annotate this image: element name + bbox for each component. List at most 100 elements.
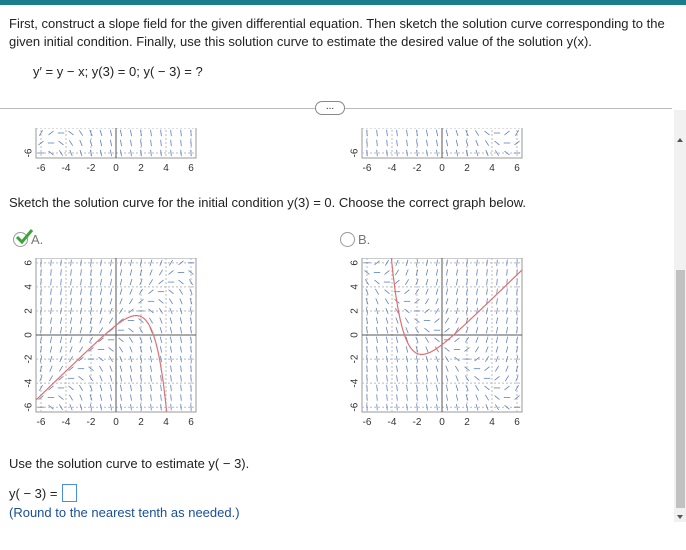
slope-segment	[59, 355, 63, 363]
slope-segment	[445, 375, 449, 382]
slope-segment	[180, 403, 182, 411]
slope-segment	[40, 336, 42, 344]
slope-segment	[129, 355, 133, 363]
slope-segment	[119, 129, 123, 137]
slope-segment	[506, 288, 508, 295]
slope-segment	[90, 259, 92, 267]
slope-segment	[190, 149, 192, 157]
slope-segment	[140, 110, 141, 116]
slope-segment	[375, 317, 379, 324]
slope-segment	[494, 375, 500, 381]
slope-segment	[374, 279, 380, 285]
slope-segment	[89, 327, 93, 334]
slope-segment	[130, 139, 132, 147]
answer-input[interactable]	[62, 484, 77, 502]
slope-segment	[465, 129, 469, 137]
slope-segment	[424, 327, 430, 333]
scrollbar-thumb[interactable]	[676, 270, 685, 508]
slope-segment	[50, 307, 52, 315]
slope-segment	[119, 307, 123, 314]
slope-segment	[415, 336, 419, 343]
slope-segment	[140, 139, 142, 147]
slope-segment	[504, 130, 510, 136]
slope-segment	[48, 385, 54, 391]
slope-segment	[405, 346, 409, 353]
slope-segment	[376, 384, 378, 392]
slope-segment	[415, 269, 419, 276]
slope-segment	[100, 259, 102, 267]
slope-segment	[475, 149, 479, 157]
y-tick-label: 6	[350, 260, 361, 266]
slope-segment	[150, 394, 152, 401]
slope-segment	[485, 346, 489, 353]
x-tick-label: 6	[514, 163, 520, 174]
slope-segment	[189, 279, 193, 286]
slope-segment	[385, 307, 389, 315]
slope-segment	[68, 130, 74, 136]
slope-segment	[90, 269, 92, 276]
graphs: -6 -4 -2 0 2 4 6-6-6 -4 -2 0 2 4 6-6-6 -4 -2 0 2 4 66420-2…	[24, 110, 523, 428]
slope-segment	[506, 259, 508, 267]
slope-segment	[495, 110, 498, 115]
slope-segment	[59, 365, 63, 372]
option-label[interactable]: B.	[358, 232, 371, 247]
slope-segment	[170, 403, 172, 411]
y-tick-label: 4	[350, 284, 361, 290]
slope-segment	[395, 327, 399, 334]
slope-segment	[161, 110, 162, 116]
slope-segment	[79, 384, 83, 391]
slope-segment	[377, 120, 378, 126]
slope-segment	[69, 336, 73, 343]
slope-segment	[100, 269, 102, 276]
x-tick-label: 0	[439, 163, 445, 174]
slope-segment	[171, 110, 172, 116]
slope-segment	[376, 129, 378, 137]
option-label[interactable]: A.	[31, 232, 44, 247]
slope-segment	[58, 395, 64, 400]
slope-segment	[446, 149, 448, 157]
slope-segment	[99, 327, 103, 334]
slope-segment	[426, 120, 427, 126]
x-tick-label: 0	[113, 417, 119, 428]
slope-segment	[495, 365, 499, 372]
slope-segment	[109, 356, 113, 363]
slope-segment	[445, 384, 449, 392]
slope-segment	[436, 394, 438, 401]
more-button[interactable]: ...	[315, 101, 345, 115]
slope-segment	[446, 120, 448, 126]
y-tick-label: -4	[350, 378, 361, 387]
x-tick-label: -4	[388, 417, 397, 428]
scroll-up[interactable]	[674, 135, 686, 145]
slope-segment	[130, 149, 132, 157]
slope-segment	[367, 120, 368, 126]
slope-segment	[70, 278, 72, 286]
slope-segment	[100, 120, 102, 126]
slope-segment	[149, 336, 153, 343]
slope-segment	[434, 337, 440, 343]
slope-segment	[436, 403, 438, 411]
slope-segment	[415, 278, 419, 286]
slope-segment	[80, 288, 82, 295]
slope-segment	[128, 308, 134, 314]
slope-segment	[436, 120, 438, 126]
slope-segment	[516, 288, 518, 295]
slope-segment	[425, 346, 429, 353]
x-tick-label: -2	[413, 163, 422, 174]
radio[interactable]	[340, 232, 355, 247]
scroll-down[interactable]	[674, 512, 686, 522]
slope-segment	[475, 384, 479, 391]
slope-segment	[110, 269, 112, 276]
radio[interactable]	[13, 232, 28, 247]
slope-segment	[68, 366, 74, 372]
slope-segment	[139, 355, 143, 363]
slope-segment	[110, 120, 112, 126]
slope-segment	[425, 269, 429, 276]
slope-segment	[148, 289, 154, 295]
slope-segment	[70, 259, 72, 267]
slope-segment	[160, 375, 162, 382]
slope-segment	[109, 394, 113, 401]
slope-segment	[79, 317, 83, 324]
graph	[361, 258, 523, 413]
slope-segment	[435, 365, 439, 372]
slope-segment	[415, 346, 419, 353]
